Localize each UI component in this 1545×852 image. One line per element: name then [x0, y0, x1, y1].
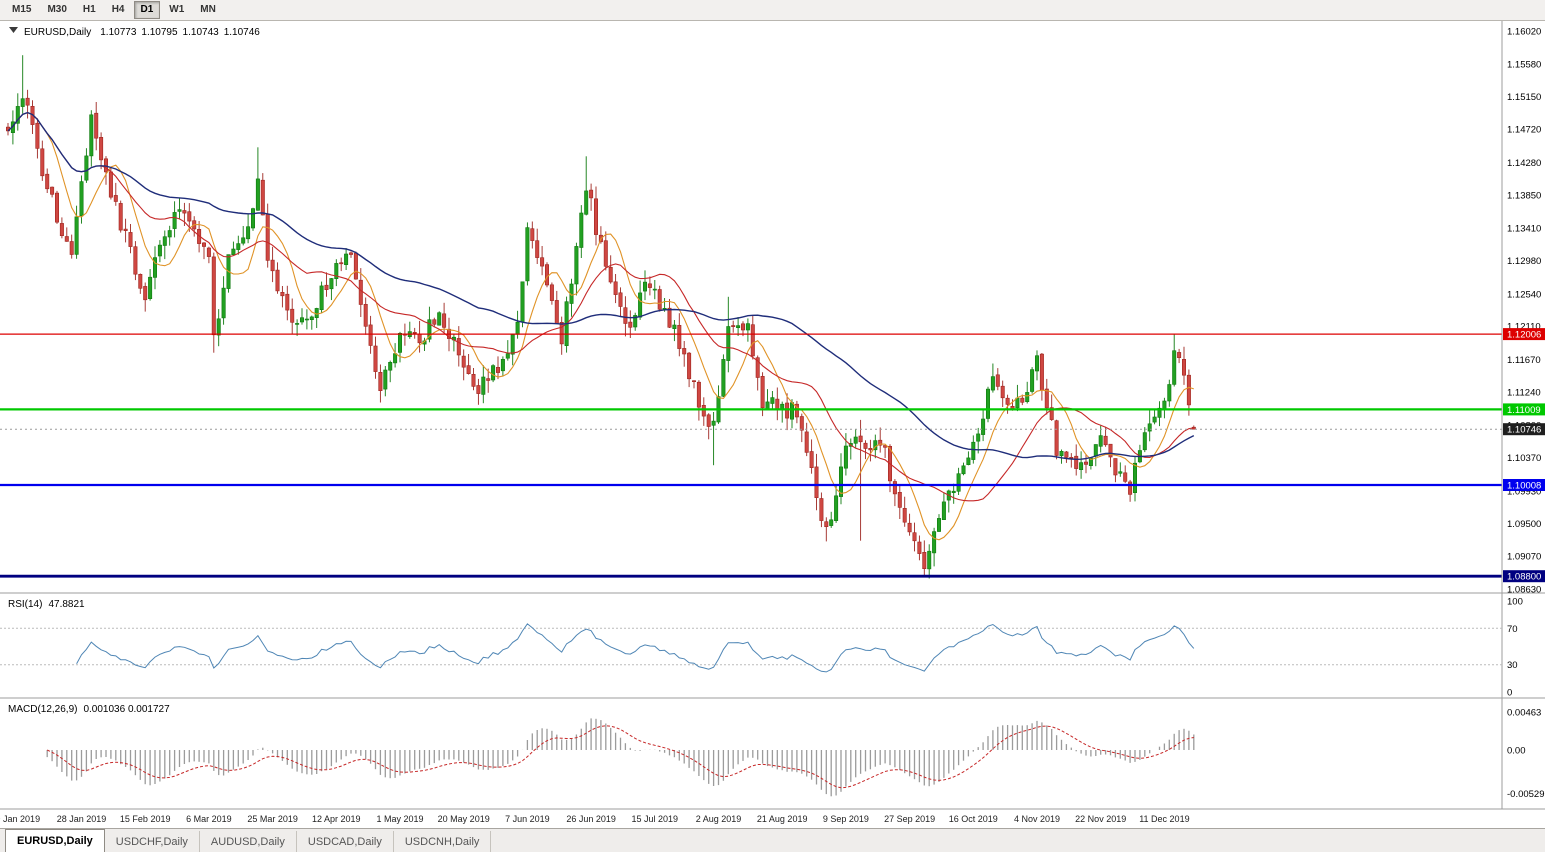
timeframe-button-d1[interactable]: D1 [133, 1, 161, 19]
level-badge-text: 1.12006 [1507, 330, 1541, 341]
macd-label: MACD(12,26,9) 0.001036 0.001727 [8, 704, 170, 715]
date-label: 20 May 2019 [438, 814, 490, 824]
y-axis-tick: 1.08630 [1507, 585, 1541, 596]
ma-20-line [7, 112, 1194, 502]
date-label: 28 Jan 2019 [57, 814, 107, 824]
date-label: 16 Oct 2019 [949, 814, 998, 824]
y-axis-tick: 1.14280 [1507, 158, 1541, 169]
macd-axis-tick: 0.00 [1507, 746, 1526, 757]
level-badge [1503, 328, 1545, 341]
date-label: 25 Mar 2019 [247, 814, 298, 824]
date-label: 11 Dec 2019 [1139, 814, 1189, 824]
symbol-dropdown-icon[interactable] [9, 27, 18, 33]
y-axis-tick: 1.13410 [1507, 224, 1541, 235]
timeframe-button-mn[interactable]: MN [200, 4, 216, 15]
macd-signal-line [46, 725, 1194, 789]
rsi-line [76, 623, 1195, 673]
level-badge-text: 1.10008 [1507, 481, 1541, 492]
rsi-axis-tick: 0 [1507, 688, 1512, 699]
level-badge [1503, 479, 1545, 491]
date-label: 27 Sep 2019 [884, 814, 935, 824]
y-axis-tick: 1.11240 [1507, 387, 1541, 398]
date-label: 12 Apr 2019 [312, 814, 361, 824]
level-badge [1503, 570, 1545, 583]
y-axis-tick: 1.15580 [1507, 60, 1541, 71]
chart-title: EURUSD,Daily 1.10773 1.10795 1.10743 1.10746 [24, 27, 260, 38]
date-label: 2 Aug 2019 [696, 814, 742, 824]
date-label: 1 May 2019 [376, 814, 423, 824]
y-axis-tick: 1.15150 [1507, 92, 1541, 103]
chart-tab-usdcad[interactable]: USDCAD,Daily [297, 831, 394, 852]
chart-tab-usdcnh[interactable]: USDCNH,Daily [394, 831, 492, 852]
date-label: 4 Nov 2019 [1014, 814, 1060, 824]
timeframe-button-m15[interactable]: M15 [12, 4, 32, 15]
chart-tab-eurusd[interactable]: EURUSD,Daily [5, 829, 105, 852]
price-chart[interactable]: 1.16020 1.15580 1.15150 1.14720 1.14280 1.138… [0, 21, 1545, 828]
macd-axis-tick: -0.00529 [1507, 789, 1545, 800]
y-axis-tick: 1.12110 [1507, 322, 1541, 333]
macd-axis-tick: 0.00463 [1507, 708, 1541, 719]
bid-price-badge [1503, 423, 1545, 436]
level-badge-text: 1.08800 [1507, 572, 1541, 583]
y-axis-tick: 1.13850 [1507, 190, 1541, 201]
timeframe-button-m30[interactable]: M30 [47, 4, 67, 15]
y-axis-tick: 1.16020 [1507, 27, 1541, 38]
rsi-label: RSI(14) 47.8821 [8, 599, 85, 610]
rsi-axis-tick: 100 [1507, 597, 1523, 608]
timeframe-button-h1[interactable]: H1 [82, 4, 96, 15]
level-badge-text: 1.11009 [1507, 405, 1541, 416]
timeframe-button-w1[interactable]: W1 [169, 4, 185, 15]
date-label: 7 Jun 2019 [505, 814, 550, 824]
timeframe-toolbar: M15 M30 H1 H4 D1 W1 MN [0, 0, 1545, 21]
ma-55-line [7, 111, 1195, 461]
date-label: 9 Sep 2019 [823, 814, 869, 824]
y-axis-tick: 1.10370 [1507, 453, 1541, 464]
chart-tab-audusd[interactable]: AUDUSD,Daily [200, 831, 297, 852]
level-badge [1503, 403, 1545, 416]
y-axis-tick: 1.09930 [1507, 486, 1541, 497]
date-label: 15 Feb 2019 [120, 814, 171, 824]
y-axis-tick: 1.12980 [1507, 256, 1541, 267]
date-label: 15 Jul 2019 [632, 814, 679, 824]
y-axis-tick: 1.11670 [1507, 355, 1541, 366]
date-label: 26 Jun 2019 [566, 814, 616, 824]
bid-price-badge-text: 1.10746 [1507, 425, 1541, 436]
date-label: 22 Nov 2019 [1075, 814, 1126, 824]
date-label: 21 Aug 2019 [757, 814, 808, 824]
candlestick-series [6, 55, 1196, 579]
y-axis-tick: 1.09500 [1507, 519, 1541, 530]
date-label: 6 Mar 2019 [186, 814, 232, 824]
y-axis-tick: 1.14720 [1507, 125, 1541, 136]
macd-histogram [46, 718, 1195, 797]
timeframe-button-h4[interactable]: H4 [111, 4, 125, 15]
rsi-axis-tick: 30 [1507, 660, 1518, 671]
symbol-tab-bar: EURUSD,Daily USDCHF,Daily AUDUSD,Daily USDC… [0, 828, 1545, 852]
date-label: 9 Jan 2019 [0, 814, 40, 824]
rsi-axis-tick: 70 [1507, 624, 1518, 635]
ma-8-line [7, 112, 1194, 541]
chart-canvas[interactable]: 1.16020 1.15580 1.15150 1.14720 1.14280 1.138… [0, 21, 1545, 828]
y-axis-tick: 1.09070 [1507, 551, 1541, 562]
chart-tab-usdchf[interactable]: USDCHF,Daily [105, 831, 200, 852]
y-axis-tick: 1.12540 [1507, 289, 1541, 300]
